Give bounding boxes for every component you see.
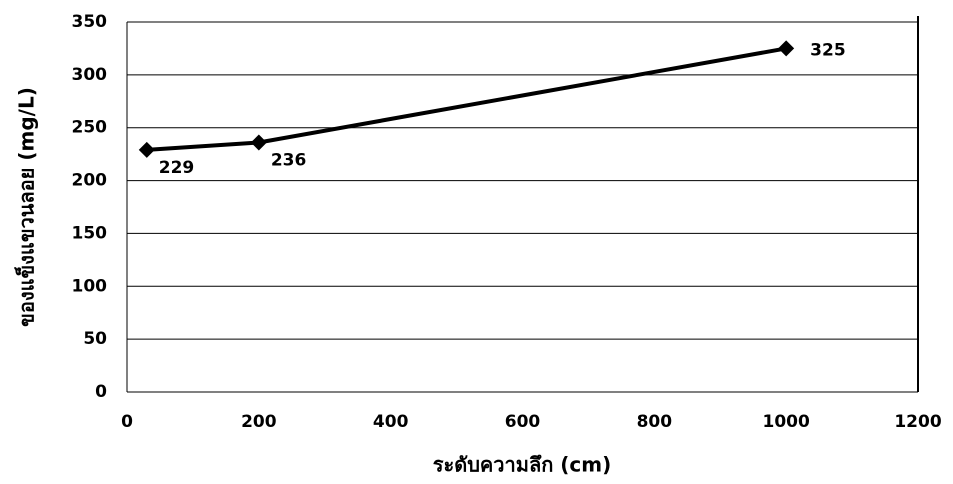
x-tick-label: 1200 <box>894 412 941 432</box>
x-tick-label: 1000 <box>763 412 810 432</box>
data-label: 236 <box>271 151 307 171</box>
y-tick-label: 250 <box>72 118 108 138</box>
y-tick-label: 50 <box>83 329 107 349</box>
data-label: 325 <box>810 40 846 60</box>
x-tick-label: 800 <box>637 412 673 432</box>
x-tick-label: 400 <box>373 412 409 432</box>
y-tick-label: 300 <box>72 65 108 85</box>
y-axis-title: ของแข็งแขวนลอย (mg/L) <box>14 87 39 327</box>
y-tick-label: 200 <box>72 171 108 191</box>
y-tick-label: 0 <box>95 382 107 402</box>
data-point <box>138 141 155 158</box>
x-tick-label: 600 <box>505 412 541 432</box>
data-label: 229 <box>159 158 195 178</box>
y-tick-label: 100 <box>72 276 108 296</box>
data-point <box>778 40 795 57</box>
data-line <box>146 46 787 152</box>
x-axis-title: ระดับความลึก (cm) <box>433 453 612 477</box>
data-point <box>250 134 267 151</box>
y-tick-label: 350 <box>72 12 108 32</box>
x-tick-label: 0 <box>121 412 133 432</box>
x-tick-label: 200 <box>241 412 277 432</box>
y-tick-label: 150 <box>72 223 108 243</box>
